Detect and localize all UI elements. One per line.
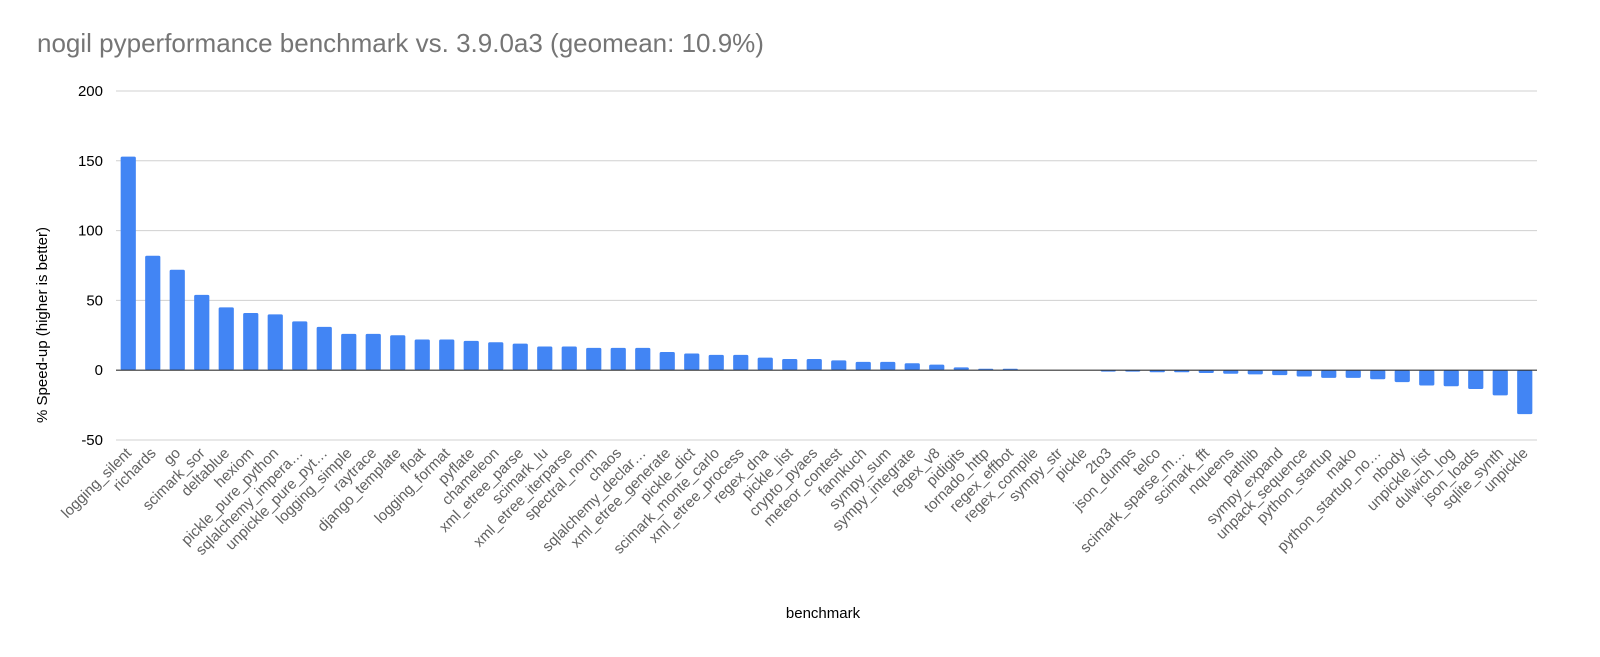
bar xyxy=(1223,370,1239,374)
y-tick-label: 50 xyxy=(86,292,103,309)
bar xyxy=(659,352,675,371)
x-axis-title: benchmark xyxy=(786,605,861,622)
y-axis-ticks: 200 150 100 50 0 -50 xyxy=(78,83,103,449)
y-tick-label: 150 xyxy=(78,153,103,170)
bar xyxy=(194,294,210,371)
bar xyxy=(365,333,381,371)
gridlines xyxy=(116,90,1537,441)
bar xyxy=(1345,370,1361,378)
bar xyxy=(537,346,553,371)
bar xyxy=(904,363,920,371)
bar xyxy=(488,342,504,371)
bar xyxy=(267,314,283,371)
y-tick-label: 200 xyxy=(78,83,103,100)
y-tick-label: 100 xyxy=(78,223,103,240)
bar xyxy=(439,339,455,371)
chart-title: nogil pyperformance benchmark vs. 3.9.0a… xyxy=(37,28,764,58)
bar xyxy=(684,353,700,371)
bar xyxy=(1443,370,1459,387)
bar xyxy=(1370,370,1386,380)
bar xyxy=(292,321,308,371)
bar xyxy=(953,367,969,371)
bar xyxy=(1468,370,1484,390)
y-axis-title: % Speed-up (higher is better) xyxy=(34,227,51,423)
bar xyxy=(610,347,626,371)
bar xyxy=(1296,370,1312,377)
bar xyxy=(218,307,234,371)
bar xyxy=(708,354,724,371)
bar xyxy=(561,346,577,371)
bar xyxy=(120,156,136,371)
bar xyxy=(1198,370,1214,373)
bar xyxy=(1394,370,1410,383)
bar xyxy=(855,361,871,371)
bar xyxy=(733,354,749,371)
bar xyxy=(635,347,651,371)
bar xyxy=(512,343,528,371)
bar xyxy=(1247,370,1263,375)
bar xyxy=(586,347,602,371)
bar xyxy=(782,359,798,371)
bar xyxy=(316,326,332,371)
bar xyxy=(880,361,896,371)
bar xyxy=(169,269,185,371)
bar xyxy=(1321,370,1337,378)
bar xyxy=(341,333,357,371)
bar xyxy=(1419,370,1435,386)
bar xyxy=(145,255,161,371)
bar xyxy=(1272,370,1288,376)
bar xyxy=(757,357,773,371)
y-tick-label: 0 xyxy=(95,362,103,379)
bar xyxy=(1492,370,1508,396)
bar xyxy=(390,335,406,371)
bars xyxy=(120,156,1533,415)
bar xyxy=(463,340,479,371)
y-tick-label: -50 xyxy=(81,432,103,449)
bar xyxy=(243,312,259,371)
bar xyxy=(929,364,945,371)
bar xyxy=(1517,370,1533,415)
bar xyxy=(831,360,847,371)
bar xyxy=(414,339,430,371)
bar xyxy=(806,359,822,371)
